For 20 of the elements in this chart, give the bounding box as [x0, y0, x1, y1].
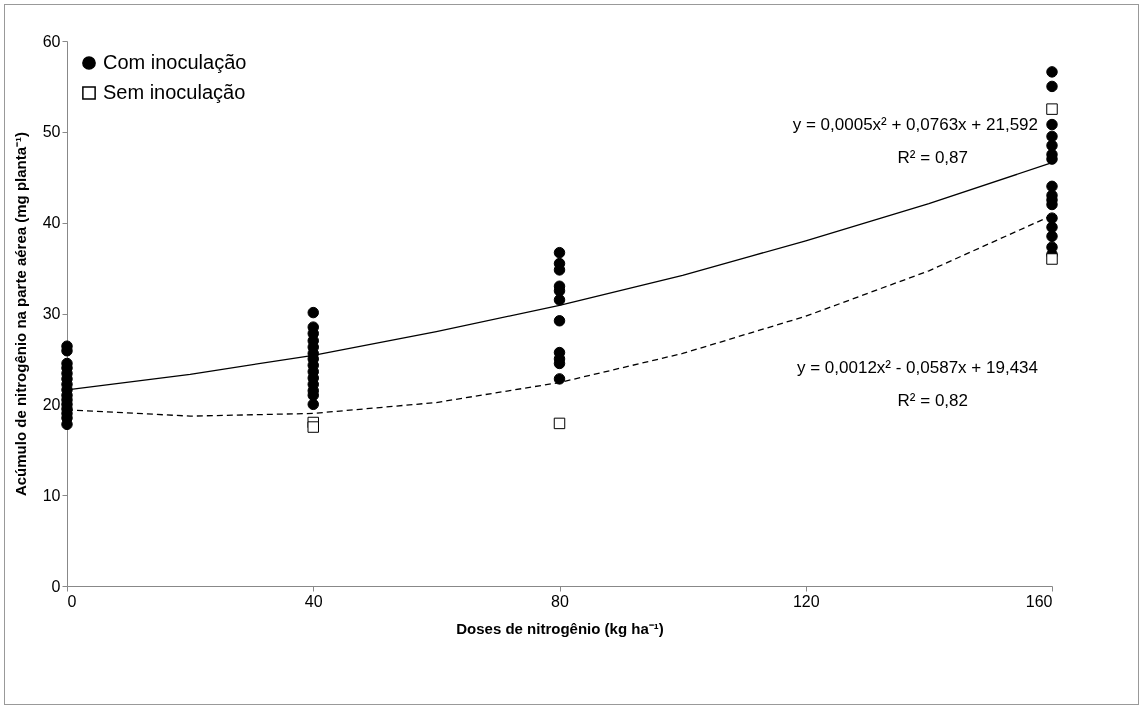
- annotation: R² = 0,87: [897, 148, 968, 168]
- x-axis-title: Doses de nitrogênio (kg ha⁻¹): [456, 619, 664, 637]
- y-tick-label: 60: [42, 32, 61, 50]
- x-tick-label: 160: [1025, 592, 1053, 610]
- legend-label: Com inoculação: [103, 51, 247, 73]
- x-tick-label: 120: [792, 592, 820, 610]
- y-tick-label: 50: [42, 123, 61, 141]
- x-tick-label: 80: [551, 592, 569, 610]
- y-axis-title: Acúmulo de nitrogênio na parte aérea (mg planta⁻¹): [11, 131, 29, 497]
- y-tick-label: 40: [42, 214, 61, 232]
- y-tick-label: 0: [51, 577, 61, 595]
- y-tick-label: 20: [42, 395, 61, 413]
- x-tick-label: 0: [67, 592, 77, 610]
- y-tick-label: 30: [42, 305, 61, 322]
- annotation: y = 0,0005x² + 0,0763x + 21,592: [792, 115, 1038, 135]
- y-tick-label: 10: [42, 486, 61, 504]
- x-tick-label: 40: [304, 592, 323, 610]
- annotation: R² = 0,82: [897, 390, 968, 410]
- legend-label: Sem inoculação: [103, 81, 246, 103]
- annotation: y = 0,0012x² - 0,0587x + 19,434: [796, 358, 1038, 377]
